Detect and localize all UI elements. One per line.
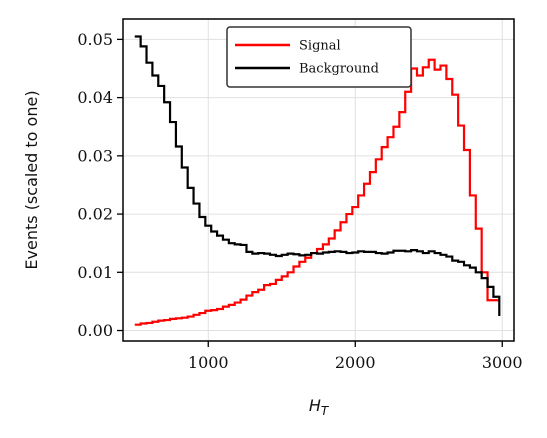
y-tick-label-0: 0.00 bbox=[77, 321, 113, 340]
series-signal-line bbox=[134, 58, 500, 326]
series-background-line bbox=[134, 35, 501, 316]
y-axis-label: Events (scaled to one) bbox=[22, 90, 41, 269]
ticks: 1000 2000 3000 0.00 0.01 0.02 0.03 0.04 0.05 bbox=[77, 30, 522, 372]
x-tick-label-2: 3000 bbox=[482, 353, 523, 372]
y-tick-label-3: 0.03 bbox=[77, 146, 113, 165]
plot-frame bbox=[122, 18, 515, 342]
legend: Signal Background bbox=[226, 26, 412, 88]
x-axis-label: HT bbox=[309, 396, 330, 418]
legend-box bbox=[226, 26, 412, 88]
y-tick-label-4: 0.04 bbox=[77, 88, 113, 107]
series-layer bbox=[134, 35, 501, 326]
legend-signal-label: Signal bbox=[299, 39, 341, 54]
y-tick-label-2: 0.02 bbox=[77, 205, 113, 224]
x-tick-label-0: 1000 bbox=[188, 353, 229, 372]
y-tick-label-5: 0.05 bbox=[77, 30, 113, 49]
legend-background-label: Background bbox=[299, 62, 379, 77]
y-tick-label-1: 0.01 bbox=[77, 263, 113, 282]
x-tick-label-1: 2000 bbox=[335, 353, 376, 372]
